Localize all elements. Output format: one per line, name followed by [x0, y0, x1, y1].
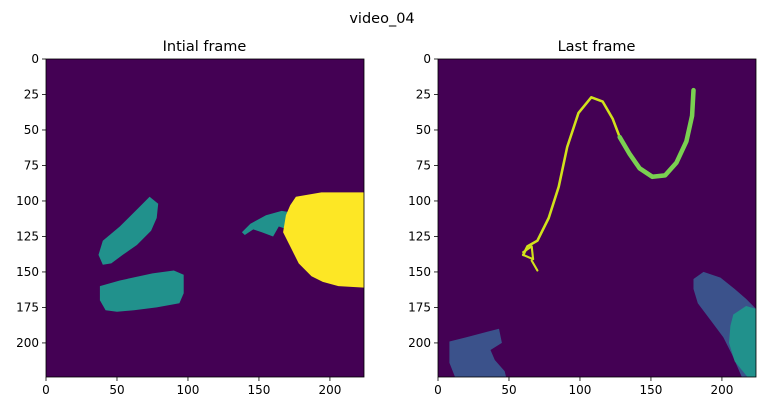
y-tick-label: 125 [16, 229, 39, 243]
y-tick-label: 100 [408, 194, 431, 208]
image-background [438, 59, 756, 377]
x-tick-label: 200 [318, 383, 341, 397]
y-tick-label: 100 [16, 194, 39, 208]
y-tick-label: 200 [16, 336, 39, 350]
y-tick-label: 75 [416, 158, 431, 172]
y-tick-label: 25 [24, 87, 39, 101]
segment-curve-label-4 [530, 259, 539, 272]
y-tick-label: 150 [408, 265, 431, 279]
segment-curve-label-3 [617, 87, 696, 180]
y-tick-label: 175 [408, 300, 431, 314]
segment-curve-label-4 [521, 96, 621, 257]
segment-curve-label-4 [522, 245, 535, 261]
axes-frame [437, 58, 757, 378]
x-tick-label: 50 [501, 383, 516, 397]
panel-last-frame: Last frame 0 50 100 150 200 0 25 50 75 100 125 150 1… [408, 39, 757, 397]
x-tick-label: 200 [710, 383, 733, 397]
x-tick-label: 100 [569, 383, 592, 397]
y-tick-label: 0 [31, 52, 39, 66]
segment-region-label-1 [449, 328, 507, 377]
y-tick-label: 50 [24, 123, 39, 137]
image-content [449, 87, 756, 377]
panel-title-last: Last frame [558, 39, 636, 55]
y-tick-label: 50 [416, 123, 431, 137]
segment-region-label-2 [241, 210, 293, 237]
y-tick-label: 25 [416, 87, 431, 101]
axes-frame [45, 58, 365, 378]
segment-region-label-2 [99, 270, 184, 312]
segment-region-label-2 [98, 196, 159, 265]
y-tick-label: 0 [423, 52, 431, 66]
panel-initial-frame: Intial frame 0 50 100 150 200 0 25 50 75 100 125 15… [16, 39, 365, 397]
x-tick-label: 150 [247, 383, 270, 397]
x-tick-label: 0 [434, 383, 442, 397]
x-tick-label: 50 [109, 383, 124, 397]
panel-title-initial: Intial frame [163, 39, 247, 55]
figure-suptitle: video_04 [349, 11, 414, 27]
y-tick-label: 75 [24, 158, 39, 172]
x-tick-label: 0 [42, 383, 50, 397]
image-content [98, 192, 364, 312]
x-tick-label: 100 [177, 383, 200, 397]
x-tick-label: 150 [639, 383, 662, 397]
segment-region-label-2 [729, 306, 756, 377]
y-tick-label: 200 [408, 336, 431, 350]
y-tick-label: 175 [16, 300, 39, 314]
segment-region-label-4 [283, 192, 364, 288]
y-tick-label: 150 [16, 265, 39, 279]
y-tick-label: 125 [408, 229, 431, 243]
